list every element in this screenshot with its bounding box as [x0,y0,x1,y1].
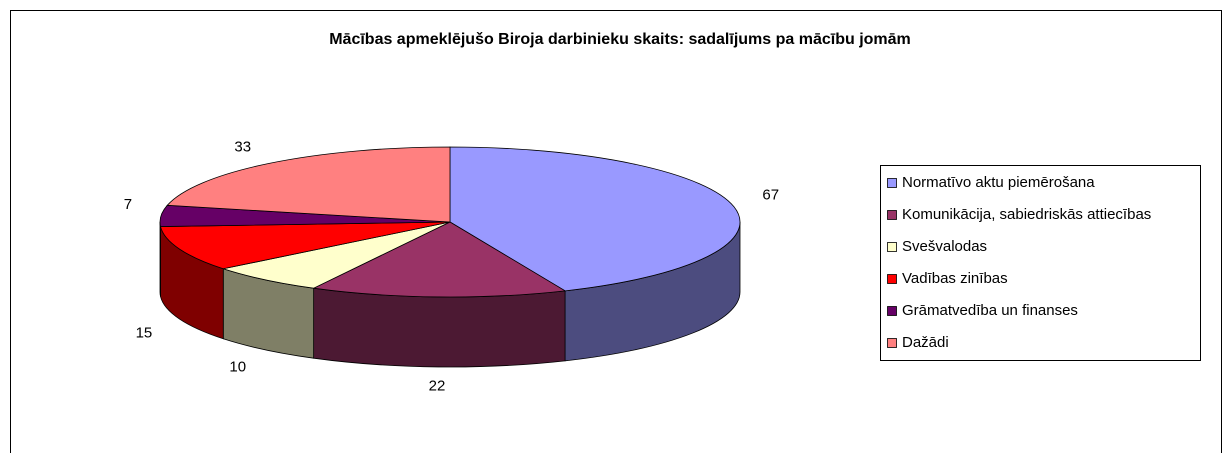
data-label: 15 [136,325,153,342]
legend-box [880,165,1201,361]
data-label: 67 [762,186,779,203]
slice [221,221,451,289]
legend-swatch [887,178,897,188]
legend-swatch [887,274,897,284]
chart-border [10,10,1222,453]
data-label: 33 [234,138,251,155]
slice [166,146,451,223]
slice [312,221,567,298]
data-label: 22 [429,377,446,394]
chart-title: Mācības apmeklējušo Biroja darbinieku sk… [329,31,911,48]
slice-side [313,287,566,368]
slice [449,146,741,292]
legend-swatch [887,306,897,316]
legend-swatch [887,242,897,252]
data-label: 7 [124,196,132,213]
data-label: 10 [229,358,246,375]
legend-label: Dažādi [902,334,949,351]
legend-label: Normatīvo aktu piemērošana [902,174,1095,191]
legend-swatch [887,210,897,220]
legend-label: Grāmatvedība un finanses [902,302,1078,319]
slice-side [159,221,161,297]
slice [160,221,451,270]
legend-label: Komunikācija, sabiedriskās attiecības [902,206,1151,223]
legend-label: Vadības zinības [902,270,1008,287]
legend-label: Svešvalodas [902,238,987,255]
legend-swatch [887,338,897,348]
